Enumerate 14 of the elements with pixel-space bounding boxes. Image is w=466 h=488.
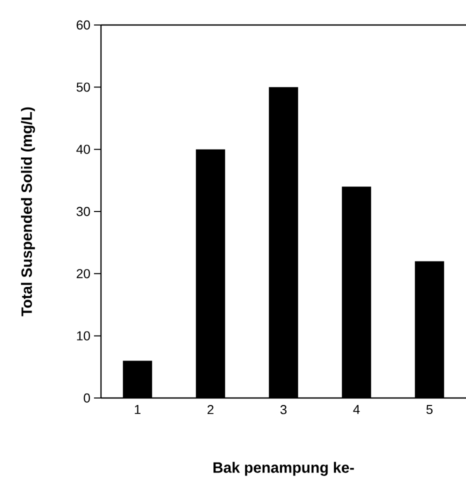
y-axis-title: Total Suspended Solid (mg/L) bbox=[21, 107, 36, 316]
x-tick-label: 5 bbox=[426, 405, 433, 414]
x-axis-title: Bak penampung ke- bbox=[214, 462, 354, 476]
y-tick-label: 0 bbox=[84, 393, 90, 403]
x-tick-label: 1 bbox=[134, 405, 140, 414]
y-tick-label: 60 bbox=[76, 20, 90, 30]
x-tick-label: 2 bbox=[208, 405, 214, 414]
y-tick-label: 10 bbox=[77, 331, 90, 340]
y-tick-label: 50 bbox=[76, 82, 90, 92]
x-tick-label: 4 bbox=[353, 405, 360, 414]
y-tick-label: 40 bbox=[76, 144, 90, 154]
y-tick-label: 30 bbox=[76, 206, 90, 216]
x-tick-label: 3 bbox=[280, 405, 287, 414]
y-tick-label: 20 bbox=[76, 269, 90, 278]
